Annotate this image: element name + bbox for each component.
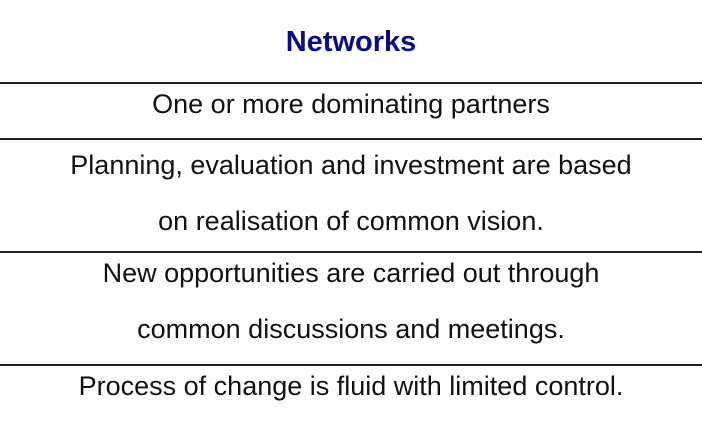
table-row-2: Planning, evaluation and investment are … [0, 137, 702, 249]
table-rule-top [0, 82, 702, 84]
table-row-3: New opportunities are carried out throug… [0, 245, 702, 357]
row-2-line-2: on realisation of common vision. [158, 206, 544, 236]
row-3-line-1: New opportunities are carried out throug… [102, 258, 600, 288]
table-rule-1 [0, 138, 702, 140]
row-4-line-1: Process of change is fluid with limited … [78, 371, 624, 401]
table-rule-3 [0, 364, 702, 366]
row-2-line-1: Planning, evaluation and investment are … [70, 150, 632, 180]
row-1-line-1: One or more dominating partners [152, 89, 550, 119]
table-rule-2 [0, 251, 702, 253]
table-row-1: One or more dominating partners [0, 76, 702, 132]
row-3-line-2: common discussions and meetings. [137, 314, 565, 344]
table-row-4: Process of change is fluid with limited … [0, 358, 702, 414]
table-title: Networks [285, 26, 417, 58]
